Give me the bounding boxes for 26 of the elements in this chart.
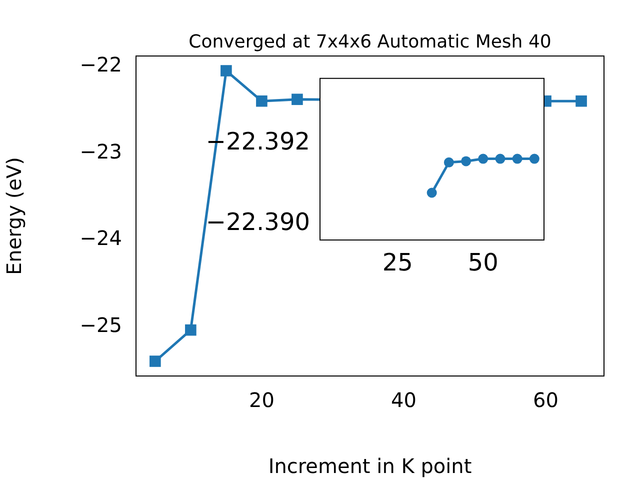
y-tick-label: −22.390 bbox=[206, 208, 310, 236]
point bbox=[426, 188, 437, 198]
y-tick-label: −23 bbox=[80, 139, 122, 164]
point bbox=[150, 356, 161, 367]
x-axis-title: Increment in K point bbox=[268, 454, 472, 478]
point bbox=[478, 154, 488, 164]
point bbox=[576, 95, 587, 107]
point bbox=[512, 154, 522, 164]
chart-title: Converged at 7x4x6 Automatic Mesh 40 bbox=[188, 32, 552, 53]
y-tick-label: −22 bbox=[80, 52, 122, 77]
point bbox=[444, 157, 454, 168]
x-tick-label: 40 bbox=[391, 388, 416, 412]
y-tick-label: −25 bbox=[80, 312, 122, 337]
x-tick-label: 60 bbox=[533, 388, 558, 412]
y-tick-label: −24 bbox=[80, 226, 122, 250]
point bbox=[256, 95, 268, 107]
point bbox=[529, 154, 540, 164]
point bbox=[185, 324, 196, 336]
point bbox=[461, 156, 472, 166]
y-axis-title: Energy (eV) bbox=[2, 157, 26, 275]
x-tick-label: 20 bbox=[248, 388, 274, 412]
x-tick-label: 25 bbox=[382, 248, 413, 277]
x-tick-label: 50 bbox=[468, 248, 498, 277]
point bbox=[292, 94, 303, 106]
point bbox=[495, 154, 506, 164]
point bbox=[220, 65, 232, 76]
